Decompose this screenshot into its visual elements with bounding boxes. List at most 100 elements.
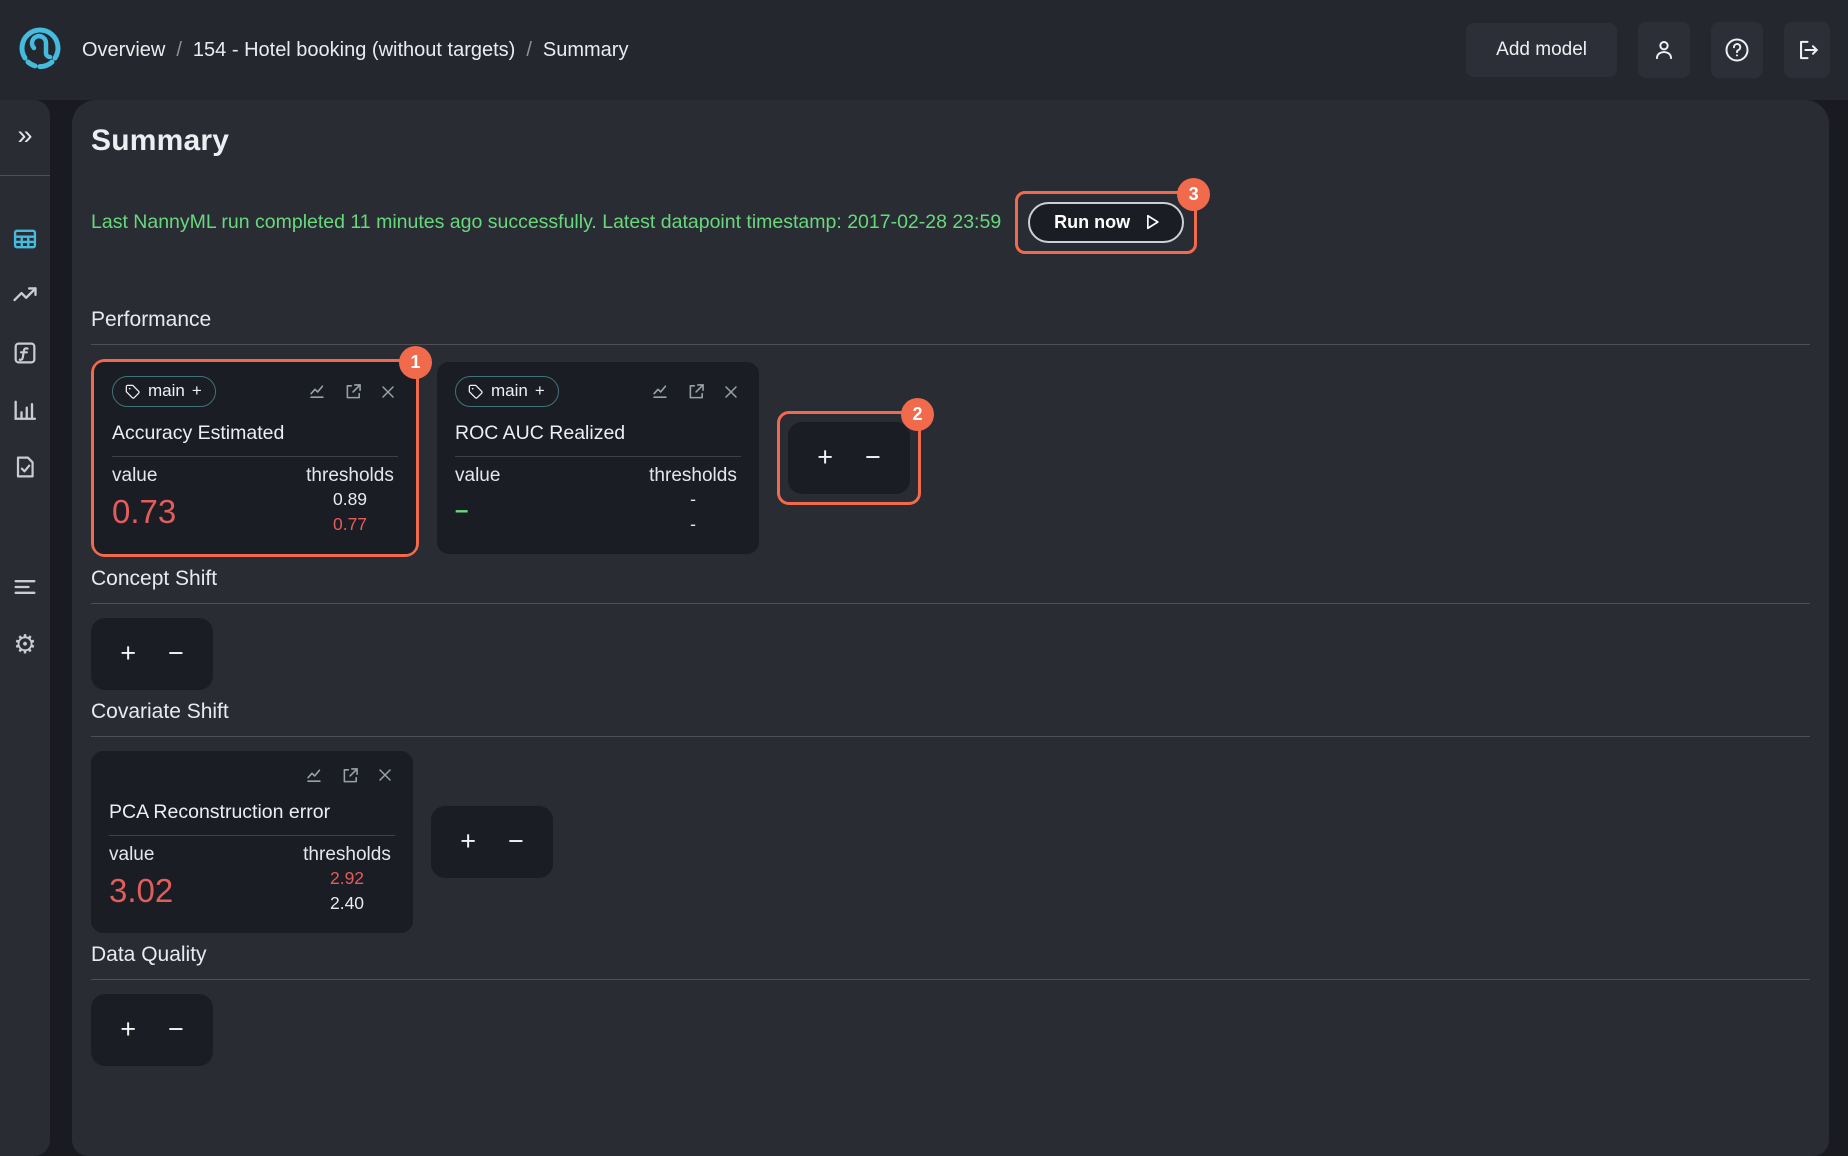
breadcrumb-model[interactable]: 154 - Hotel booking (without targets) bbox=[192, 38, 516, 61]
help-button[interactable] bbox=[1711, 22, 1763, 78]
value-column: value – bbox=[455, 465, 500, 538]
trend-icon bbox=[11, 282, 39, 310]
close-icon[interactable] bbox=[378, 382, 398, 402]
tag-add-label: + bbox=[191, 381, 202, 400]
data-quality-add-remove-card: + − bbox=[91, 993, 213, 1066]
sidebar-item-summary[interactable] bbox=[8, 224, 42, 254]
value-label: value bbox=[455, 465, 501, 486]
metric-values: value 3.02 thresholds 2.92 2.40 bbox=[109, 844, 395, 917]
open-chart-icon[interactable] bbox=[651, 381, 672, 402]
main-panel: Summary Last NannyML run completed 11 mi… bbox=[72, 100, 1829, 1156]
card-divider bbox=[112, 456, 398, 457]
tour-step-badge-1: 1 bbox=[399, 346, 432, 379]
section-concept-shift: Concept Shift + − bbox=[91, 567, 1810, 690]
add-metric-button[interactable]: + bbox=[805, 440, 845, 475]
card-divider bbox=[109, 834, 395, 836]
section-divider bbox=[91, 602, 1810, 604]
concept-shift-heading: Concept Shift bbox=[91, 566, 218, 590]
breadcrumb-overview[interactable]: Overview bbox=[82, 38, 166, 61]
logout-button[interactable] bbox=[1784, 22, 1830, 78]
performance-heading: Performance bbox=[91, 308, 212, 331]
remove-metric-button[interactable]: − bbox=[853, 440, 893, 475]
external-link-icon[interactable] bbox=[340, 765, 361, 786]
open-chart-icon[interactable] bbox=[308, 381, 329, 402]
concept-shift-cards-row: + − bbox=[91, 617, 1810, 690]
close-icon[interactable] bbox=[375, 765, 395, 785]
threshold-upper: - bbox=[690, 489, 696, 509]
tag-add-label: + bbox=[534, 381, 545, 400]
threshold-upper: 0.89 bbox=[332, 489, 368, 509]
add-metric-button[interactable]: + bbox=[108, 1012, 148, 1047]
threshold-lower: 0.77 bbox=[332, 514, 368, 535]
logout-icon bbox=[1794, 37, 1820, 63]
tag-label: main bbox=[148, 381, 185, 400]
threshold-upper: 2.92 bbox=[329, 867, 365, 888]
card-toolbar: main + bbox=[455, 376, 741, 407]
metric-value: – bbox=[455, 497, 469, 524]
remove-metric-button[interactable]: − bbox=[156, 636, 196, 671]
page-title: Summary bbox=[91, 124, 230, 157]
concept-shift-add-remove-card: + − bbox=[91, 617, 213, 690]
metric-title: ROC AUC Realized bbox=[455, 422, 626, 444]
data-quality-cards-row: + − bbox=[91, 993, 1810, 1066]
sidebar-nav-bottom: ⚙ bbox=[8, 572, 42, 659]
thresholds-label: thresholds bbox=[649, 465, 737, 486]
sidebar-item-settings[interactable]: ⚙ bbox=[8, 629, 42, 659]
sidebar-item-charts[interactable] bbox=[8, 395, 42, 425]
report-check-icon bbox=[11, 453, 39, 481]
thresholds-column: thresholds 0.89 0.77 bbox=[302, 465, 398, 538]
add-model-button[interactable]: Add model bbox=[1466, 23, 1617, 77]
card-actions bbox=[305, 765, 395, 786]
card-divider bbox=[455, 456, 741, 457]
sidebar-item-functions[interactable] bbox=[8, 338, 42, 368]
section-performance: Performance 1 bbox=[91, 308, 1810, 557]
thresholds-label: thresholds bbox=[303, 843, 391, 865]
nannyml-logo bbox=[14, 24, 66, 76]
expand-sidebar-icon[interactable]: » bbox=[11, 120, 38, 151]
threshold-lower: 2.40 bbox=[329, 893, 365, 914]
open-chart-icon[interactable] bbox=[305, 765, 326, 786]
section-covariate-shift: Covariate Shift bbox=[91, 700, 1810, 933]
sidebar-item-performance[interactable] bbox=[8, 281, 42, 311]
settings-gear-icon: ⚙ bbox=[13, 629, 37, 659]
external-link-icon[interactable] bbox=[343, 381, 364, 402]
sidebar: » bbox=[0, 100, 50, 1156]
thresholds-label: thresholds bbox=[306, 465, 394, 486]
tour-step-badge-2: 2 bbox=[901, 397, 934, 431]
card-toolbar: main + bbox=[112, 376, 398, 407]
card-toolbar bbox=[109, 765, 395, 786]
value-label: value bbox=[112, 465, 158, 486]
sidebar-item-reports[interactable] bbox=[8, 452, 42, 482]
metric-card-accuracy: main + bbox=[94, 362, 416, 554]
value-label: value bbox=[109, 843, 155, 865]
metric-card-roc-auc: main + bbox=[437, 362, 759, 554]
run-now-button[interactable]: Run now bbox=[1028, 201, 1185, 243]
user-account-button[interactable] bbox=[1638, 22, 1690, 78]
run-now-label: Run now bbox=[1054, 211, 1131, 232]
add-metric-button[interactable]: + bbox=[108, 636, 148, 671]
remove-metric-button[interactable]: − bbox=[156, 1012, 196, 1047]
external-link-icon[interactable] bbox=[686, 381, 707, 402]
add-metric-button[interactable]: + bbox=[448, 824, 488, 859]
table-grid-icon bbox=[11, 225, 39, 253]
metric-values: value 0.73 thresholds 0.89 0.77 bbox=[112, 465, 398, 538]
play-icon bbox=[1142, 212, 1162, 232]
metric-value: 3.02 bbox=[109, 871, 174, 909]
metric-card-pca: PCA Reconstruction error value 3.02 thre… bbox=[91, 750, 413, 933]
header-actions: Add model bbox=[1466, 22, 1830, 78]
section-divider bbox=[91, 735, 1810, 737]
user-icon bbox=[1651, 37, 1677, 63]
sidebar-item-logs[interactable] bbox=[8, 572, 42, 602]
performance-add-remove-highlight: 2 + − bbox=[777, 397, 934, 505]
remove-metric-button[interactable]: − bbox=[496, 824, 536, 859]
section-divider bbox=[91, 978, 1810, 980]
thresholds-column: thresholds 2.92 2.40 bbox=[299, 844, 395, 917]
tag-pill-main[interactable]: main + bbox=[455, 376, 559, 407]
close-icon[interactable] bbox=[721, 382, 741, 402]
app-header: Overview / 154 - Hotel booking (without … bbox=[0, 0, 1848, 100]
tag-pill-main[interactable]: main + bbox=[112, 376, 216, 407]
covariate-shift-cards-row: PCA Reconstruction error value 3.02 thre… bbox=[91, 750, 1810, 933]
tag-icon bbox=[124, 383, 141, 400]
content-area: » bbox=[0, 100, 1848, 1156]
last-run-status: Last NannyML run completed 11 minutes ag… bbox=[91, 210, 1002, 233]
